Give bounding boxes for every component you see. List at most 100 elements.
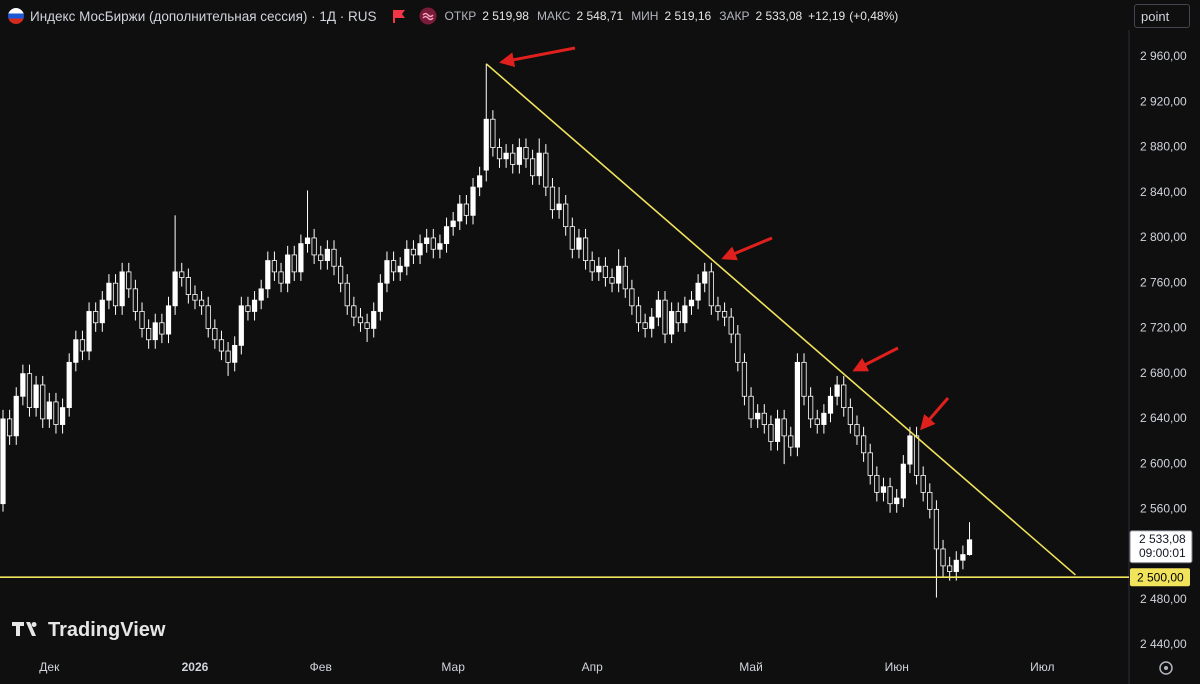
candle-body (271, 260, 278, 273)
candle-body (119, 271, 125, 307)
candle-body (0, 418, 6, 505)
candle-body (728, 316, 734, 335)
y-tick-label: 2 640,00 (1140, 411, 1187, 425)
x-tick-label: Дек (39, 660, 60, 674)
candle-body (821, 412, 827, 425)
candle-body (146, 328, 152, 341)
candle-body (311, 237, 317, 256)
open-value: 2 519,98 (482, 9, 529, 23)
candle-body (940, 548, 946, 567)
y-tick-label: 2 440,00 (1140, 637, 1187, 651)
candle-body (642, 322, 648, 329)
y-tick-label: 2 560,00 (1140, 502, 1187, 516)
candle-body (40, 384, 46, 420)
candle-body (318, 254, 324, 261)
candle-body (344, 282, 350, 307)
candle-body (278, 271, 284, 284)
annotations (499, 46, 950, 431)
candle-body (265, 260, 271, 290)
x-tick-label: Фев (310, 660, 332, 674)
flag (8, 8, 24, 24)
candle-body (530, 158, 536, 177)
trend-line (485, 63, 1076, 576)
candle-body (285, 254, 291, 284)
candle-body (549, 186, 556, 211)
candle-body (483, 118, 489, 171)
candle-body (152, 322, 158, 341)
candle-body (26, 373, 33, 408)
candle-body (788, 435, 794, 448)
candle-body (814, 418, 820, 425)
candle-body (126, 271, 132, 290)
candle-body (112, 282, 119, 307)
y-tick-label: 2 840,00 (1140, 185, 1187, 199)
candle-body (880, 486, 887, 493)
settings-icon[interactable] (1159, 661, 1173, 675)
candle-body (510, 152, 516, 165)
arrow (721, 236, 773, 261)
candle-body (688, 299, 695, 307)
candle-body (616, 265, 622, 284)
candle-body (218, 339, 225, 352)
candle-body (774, 418, 781, 442)
candle-body (496, 147, 503, 160)
candle-body (185, 277, 191, 295)
candle-body (33, 384, 39, 408)
candle-body (463, 203, 470, 216)
candle-body (801, 361, 807, 397)
hline-label: 2 500,00 (1137, 570, 1184, 584)
candle-body (635, 305, 642, 324)
candle-body (417, 243, 423, 256)
candle-body (377, 282, 383, 312)
candle-body (205, 305, 211, 329)
candle-body (364, 322, 370, 329)
candle-body (384, 260, 390, 284)
candle-body (947, 565, 953, 572)
low-label: МИН (631, 9, 659, 23)
candle-body (245, 305, 251, 312)
candle-body (827, 395, 834, 414)
candle-body (437, 243, 443, 250)
indicator-icon (419, 7, 437, 25)
logo: TradingView (48, 619, 166, 641)
candle-body (900, 463, 906, 499)
candle-body (675, 311, 681, 324)
candle-body (867, 452, 873, 476)
open-label: ОТКР (444, 9, 477, 23)
y-tick-label: 2 720,00 (1140, 321, 1187, 335)
candle-body (861, 435, 867, 454)
candle-body (781, 418, 787, 437)
candle-body (172, 271, 178, 307)
candle-body (179, 271, 185, 278)
candle-body (655, 299, 661, 318)
candle-body (357, 316, 364, 324)
candle-body (424, 237, 430, 245)
candle-body (251, 299, 258, 312)
symbol-title: Индекс МосБиржи (дополнительная сессия) … (30, 8, 377, 24)
candle-body (59, 407, 66, 425)
candle-body (66, 361, 72, 408)
candle-body (748, 395, 754, 420)
candle-body (404, 248, 410, 267)
candle-body (397, 265, 403, 273)
y-tick-label: 2 960,00 (1140, 49, 1187, 63)
candle-body (86, 311, 92, 352)
y-tick-label: 2 760,00 (1140, 275, 1187, 289)
candle-body (351, 305, 357, 318)
settings-icon-dot (1164, 666, 1168, 670)
candle-body (596, 265, 602, 273)
candle-body (854, 424, 860, 437)
candle-body (238, 305, 244, 346)
candle-body (953, 559, 959, 572)
candle-body (715, 305, 721, 312)
candle-body (536, 152, 542, 177)
candle-body (569, 226, 575, 250)
candle-body (794, 361, 801, 448)
candle-body (165, 305, 172, 335)
last-price-box (1129, 530, 1193, 564)
unit-button[interactable]: point (1134, 4, 1190, 28)
candle-body (543, 152, 549, 188)
candle-body (371, 311, 377, 329)
candle-body (602, 265, 609, 278)
